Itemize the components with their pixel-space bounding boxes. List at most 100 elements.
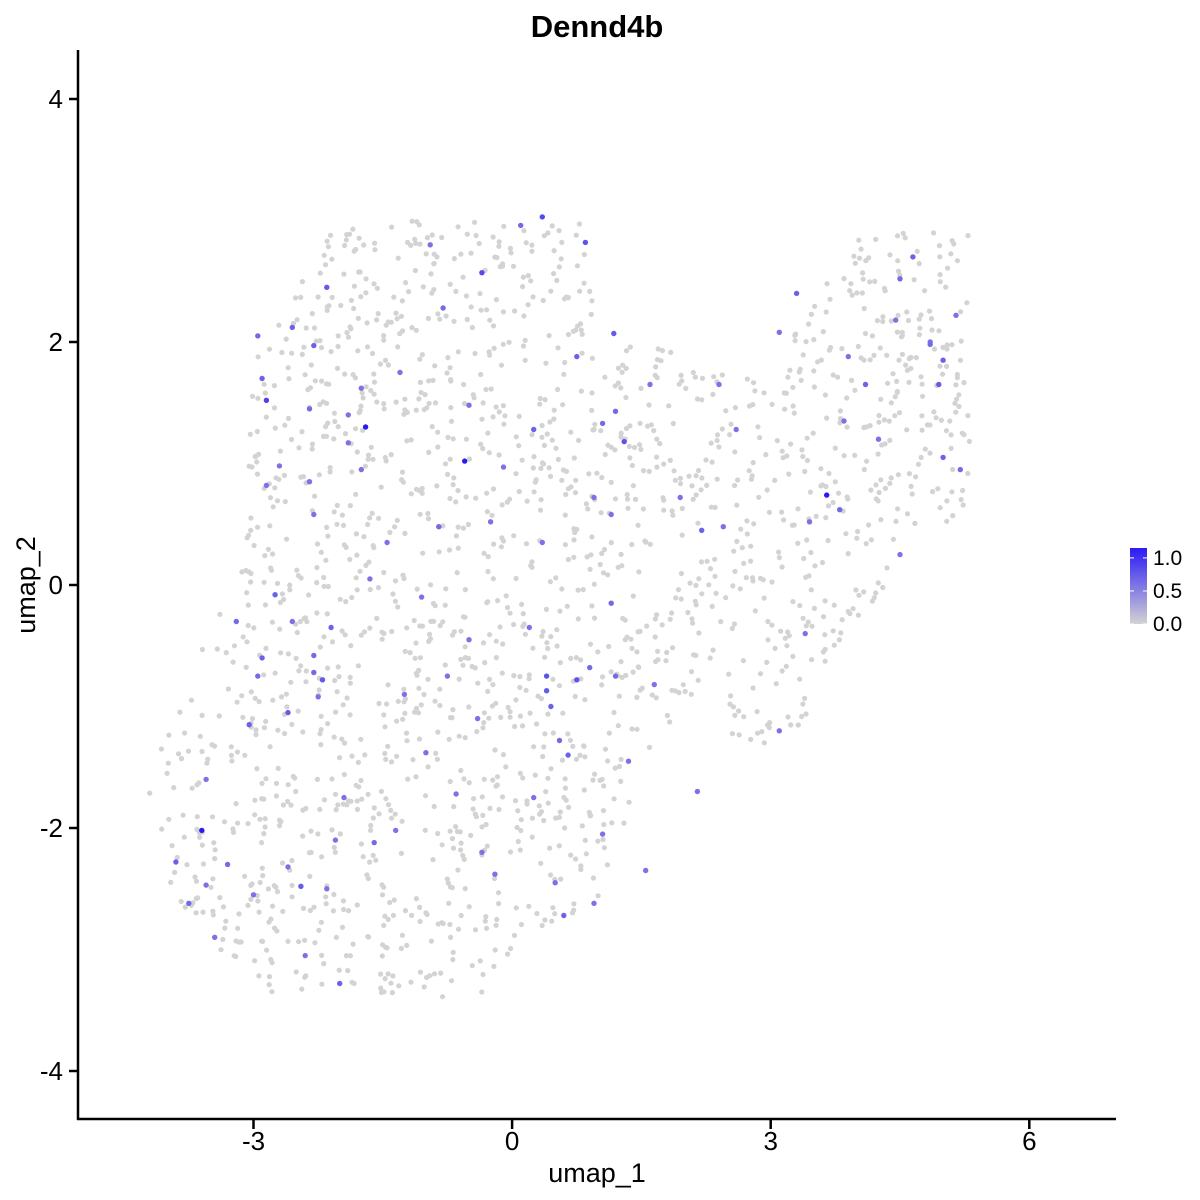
cell-point bbox=[732, 712, 738, 719]
cell-point bbox=[249, 393, 256, 399]
cell-point bbox=[216, 713, 222, 719]
cell-point bbox=[416, 904, 423, 911]
cell-point bbox=[460, 525, 466, 531]
cell-point bbox=[513, 434, 519, 440]
cell-point bbox=[465, 655, 472, 661]
cell-point bbox=[385, 916, 391, 923]
cell-point bbox=[371, 371, 377, 377]
cell-point bbox=[516, 413, 522, 419]
cell-point bbox=[573, 655, 579, 661]
cell-point bbox=[806, 573, 812, 579]
cell-point bbox=[439, 234, 445, 241]
cell-point bbox=[168, 879, 174, 886]
cell-point bbox=[492, 747, 498, 753]
cell-point bbox=[300, 905, 307, 912]
cell-point bbox=[413, 486, 420, 492]
cell-point bbox=[618, 778, 624, 785]
cell-point bbox=[678, 372, 684, 378]
cell-point bbox=[273, 780, 280, 787]
cell-point bbox=[335, 343, 341, 350]
cell-point bbox=[326, 381, 332, 387]
cell-point bbox=[391, 294, 397, 300]
cell-point bbox=[524, 498, 530, 504]
cell-point bbox=[572, 490, 579, 496]
expressing-cell-point bbox=[427, 242, 433, 248]
cell-point bbox=[640, 506, 647, 512]
cell-point bbox=[493, 638, 499, 644]
expressing-cell-point bbox=[289, 324, 295, 331]
cell-point bbox=[540, 753, 546, 760]
cell-point bbox=[437, 702, 443, 709]
cell-point bbox=[949, 342, 955, 348]
cell-point bbox=[266, 974, 273, 980]
cell-point bbox=[813, 513, 819, 519]
cell-point bbox=[759, 729, 765, 735]
cell-point bbox=[765, 637, 771, 643]
cell-point bbox=[818, 357, 824, 363]
cell-point bbox=[382, 454, 388, 461]
cell-point bbox=[316, 472, 322, 478]
cell-point bbox=[366, 452, 372, 458]
cell-point bbox=[385, 682, 391, 688]
cell-point bbox=[669, 508, 675, 514]
cell-point bbox=[489, 703, 495, 709]
cell-point bbox=[252, 958, 258, 964]
cell-point bbox=[458, 840, 464, 846]
cell-point bbox=[444, 370, 450, 376]
cell-point bbox=[689, 483, 695, 489]
cell-point bbox=[533, 721, 540, 727]
cell-point bbox=[512, 798, 519, 804]
cell-point bbox=[450, 845, 457, 851]
expressing-cell-point bbox=[806, 519, 813, 525]
cell-point bbox=[492, 947, 498, 953]
cell-point bbox=[927, 450, 933, 456]
expressing-cell-point bbox=[699, 527, 705, 533]
cell-point bbox=[270, 697, 276, 703]
cell-point bbox=[952, 400, 958, 406]
cell-point bbox=[188, 697, 195, 703]
cell-point bbox=[285, 365, 291, 371]
cell-point bbox=[302, 615, 309, 621]
cell-point bbox=[496, 409, 502, 415]
cell-point bbox=[672, 688, 678, 694]
cell-point bbox=[390, 591, 396, 597]
cell-point bbox=[274, 498, 281, 504]
cell-point bbox=[435, 830, 441, 837]
cell-point bbox=[273, 884, 279, 890]
cell-point bbox=[522, 337, 528, 343]
cell-point bbox=[350, 941, 356, 947]
cell-point bbox=[809, 623, 815, 629]
cell-point bbox=[693, 582, 699, 589]
expressing-cell-point bbox=[466, 637, 472, 643]
cell-point bbox=[678, 596, 684, 602]
cell-point bbox=[776, 555, 783, 561]
cell-point bbox=[521, 621, 527, 627]
cell-point bbox=[513, 471, 519, 477]
cell-point bbox=[463, 436, 469, 442]
cell-point bbox=[618, 385, 624, 391]
cell-point bbox=[761, 595, 767, 601]
cell-point bbox=[623, 394, 629, 401]
cell-point bbox=[783, 663, 789, 669]
cell-point bbox=[800, 615, 806, 621]
cell-point bbox=[402, 908, 409, 914]
cell-point bbox=[884, 565, 890, 571]
cell-point bbox=[240, 634, 246, 640]
cell-point bbox=[346, 908, 352, 914]
cell-point bbox=[394, 753, 400, 759]
cell-point bbox=[451, 629, 457, 635]
cell-point bbox=[516, 443, 522, 449]
cell-point bbox=[582, 754, 588, 760]
cell-point bbox=[468, 832, 474, 839]
cell-point bbox=[193, 910, 199, 916]
cell-point bbox=[404, 738, 410, 744]
cell-point bbox=[431, 803, 437, 810]
cell-point bbox=[435, 311, 441, 317]
expressing-cell-point bbox=[802, 630, 808, 637]
cell-point bbox=[296, 445, 302, 451]
cell-point bbox=[324, 611, 330, 617]
y-tick-label: 4 bbox=[49, 84, 63, 114]
cell-point bbox=[521, 313, 527, 319]
cell-point bbox=[357, 269, 363, 275]
cell-point bbox=[511, 533, 517, 539]
